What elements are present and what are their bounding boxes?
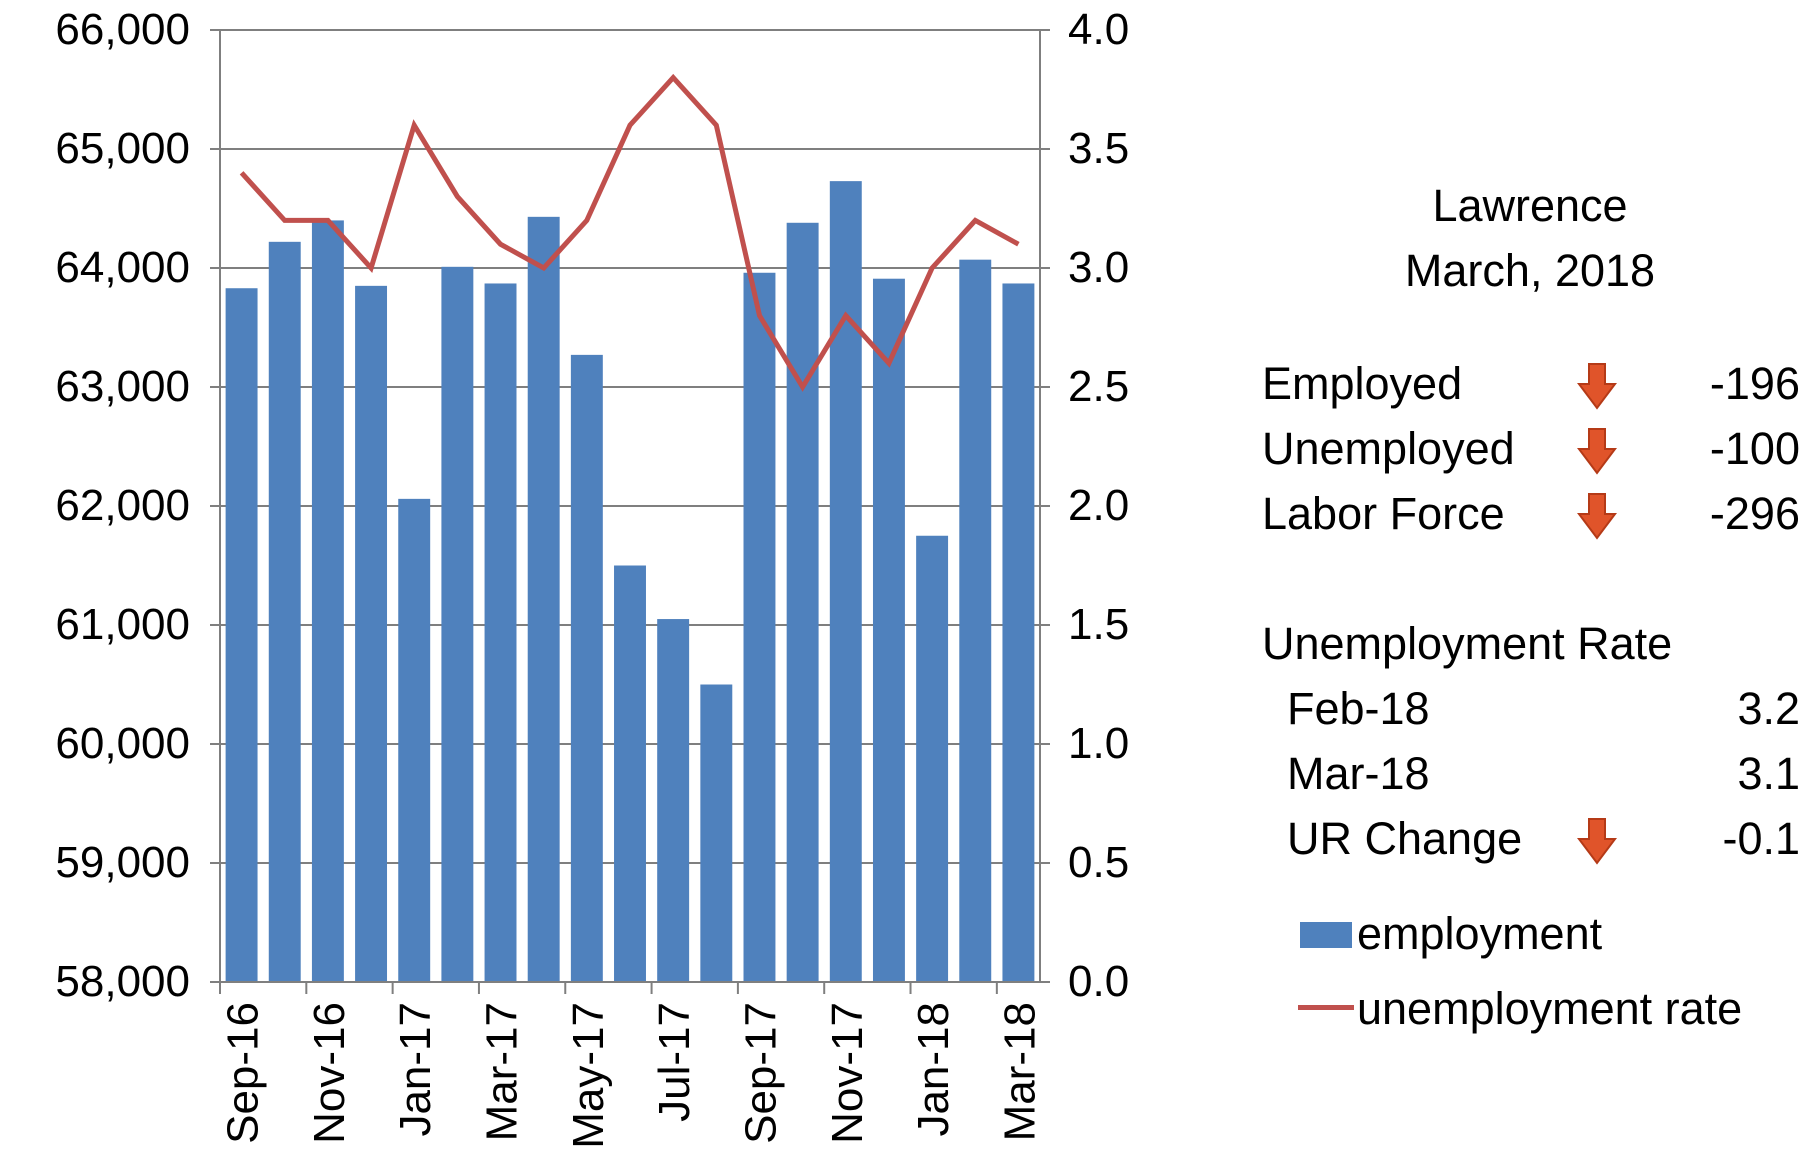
right-axis-tick-label: 0.0 xyxy=(1068,957,1129,1006)
ur-feb-label: Feb-18 xyxy=(1287,683,1430,734)
employed-label: Employed xyxy=(1262,358,1463,409)
left-axis-tick-label: 60,000 xyxy=(55,719,190,768)
x-axis-tick-label: Mar-17 xyxy=(478,1002,527,1141)
unemployment-rate-line xyxy=(239,73,1020,392)
employment-bar xyxy=(355,285,388,983)
ur-feb-value: 3.2 xyxy=(1737,683,1800,734)
right-axis-tick-label: 2.0 xyxy=(1068,481,1129,530)
employment-bar xyxy=(959,259,992,982)
employment-bar xyxy=(527,216,560,982)
right-axis-tick-label: 2.5 xyxy=(1068,362,1129,411)
employment-bar xyxy=(829,181,862,982)
employment-bar xyxy=(872,278,905,983)
down-arrow-icon xyxy=(1577,493,1617,540)
right-axis-tick-label: 3.0 xyxy=(1068,243,1129,292)
employment-bar xyxy=(570,354,603,982)
x-axis-tick-label: Nov-17 xyxy=(823,1002,872,1144)
employment-bar xyxy=(441,266,474,982)
legend-swatch-unemployment-rate xyxy=(1298,1005,1354,1010)
unemployment-rate-line-path xyxy=(239,73,1020,392)
legend-label-unemployment-rate: unemployment rate xyxy=(1357,983,1743,1034)
right-axis-tick-label: 4.0 xyxy=(1068,5,1129,54)
employment-bar xyxy=(786,222,819,982)
x-axis-tick-label: Jan-17 xyxy=(391,1002,440,1137)
legend-swatch-employment xyxy=(1300,922,1352,948)
left-axis-tick-label: 62,000 xyxy=(55,481,190,530)
right-axis-tick-label: 0.5 xyxy=(1068,838,1129,887)
legend-label-employment: employment xyxy=(1357,908,1603,959)
x-axis-tick-label: Nov-16 xyxy=(305,1002,354,1144)
employment-chart: 58,000 0.0 59,000 0.5 60,000 1.0 61,000 1.5 62,0… xyxy=(55,5,1129,1149)
down-arrow-icon xyxy=(1577,363,1617,410)
unemployed-value: -100 xyxy=(1709,423,1800,474)
x-axis-tick-label: Sep-17 xyxy=(736,1002,785,1144)
left-axis-tick-label: 58,000 xyxy=(55,957,190,1006)
right-axis-tick-label: 1.5 xyxy=(1068,600,1129,649)
left-axis-tick-label: 59,000 xyxy=(55,838,190,887)
down-arrow-icon xyxy=(1577,428,1617,475)
right-axis-tick-label: 1.0 xyxy=(1068,719,1129,768)
x-axis-tick-label: Jul-17 xyxy=(650,1002,699,1122)
axes xyxy=(210,29,1050,994)
x-axis-tick-label: Sep-16 xyxy=(219,1002,268,1144)
labor-force-value: -296 xyxy=(1709,488,1800,539)
employment-bar xyxy=(700,684,733,982)
panel-title-location: Lawrence xyxy=(1432,180,1628,231)
ur-mar-label: Mar-18 xyxy=(1287,748,1430,799)
labor-force-label: Labor Force xyxy=(1262,488,1505,539)
ur-mar-value: 3.1 xyxy=(1737,748,1800,799)
axis-labels: 58,000 0.0 59,000 0.5 60,000 1.0 61,000 1.5 62,0… xyxy=(55,5,1129,1149)
unemployed-label: Unemployed xyxy=(1262,423,1515,474)
x-axis-tick-label: Jan-18 xyxy=(909,1002,958,1137)
left-axis-tick-label: 61,000 xyxy=(55,600,190,649)
ur-change-label: UR Change xyxy=(1287,813,1523,864)
employment-bar xyxy=(484,283,517,983)
employment-bar xyxy=(614,565,646,982)
x-axis-tick-label: Mar-18 xyxy=(995,1002,1044,1141)
employment-bar xyxy=(657,619,690,982)
employment-bar xyxy=(268,241,301,982)
employment-bar xyxy=(311,220,344,982)
ur-change-value: -0.1 xyxy=(1722,813,1800,864)
employed-value: -196 xyxy=(1709,358,1800,409)
left-axis-tick-label: 64,000 xyxy=(55,243,190,292)
unemployment-rate-heading: Unemployment Rate xyxy=(1262,618,1673,669)
employment-bars xyxy=(225,181,1035,983)
employment-bar xyxy=(743,272,776,982)
left-axis-tick-label: 65,000 xyxy=(55,124,190,173)
employment-bar xyxy=(1002,283,1035,983)
down-arrow-icon xyxy=(1577,818,1617,865)
employment-bar xyxy=(398,498,431,982)
x-axis-tick-label: May-17 xyxy=(564,1002,613,1149)
employment-bar xyxy=(225,288,258,983)
left-axis-tick-label: 63,000 xyxy=(55,362,190,411)
employment-bar xyxy=(916,535,949,982)
panel-title-date: March, 2018 xyxy=(1404,245,1656,296)
right-axis-tick-label: 3.5 xyxy=(1068,124,1129,173)
left-axis-tick-label: 66,000 xyxy=(55,5,190,54)
